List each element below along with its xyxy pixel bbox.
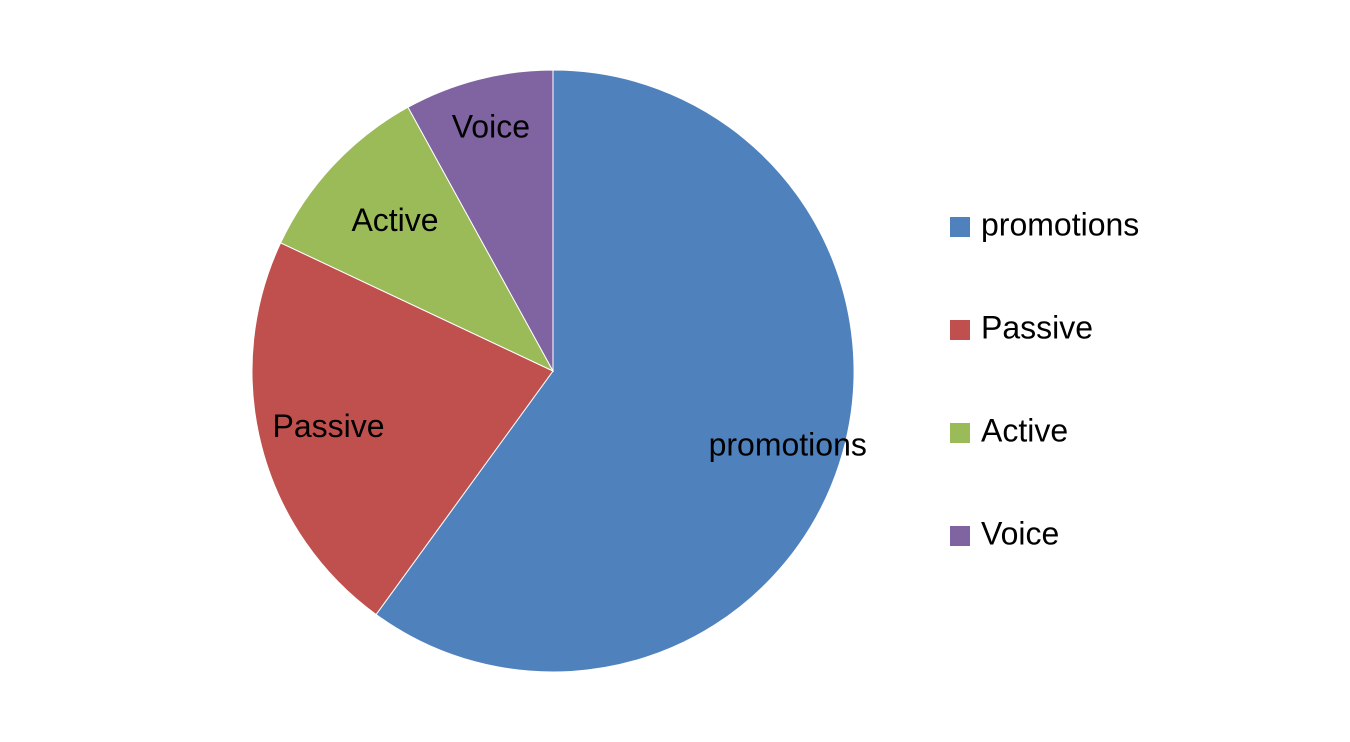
slice-label-voice: Voice [452,108,530,144]
legend-swatch-active [950,423,970,443]
legend-swatch-voice [950,526,970,546]
pie-slice-active [279,106,555,373]
legend-item-passive: Passive [950,309,1093,345]
pie-slices [251,69,855,673]
legend-label-active: Active [981,412,1068,448]
slice-label-passive: Passive [272,408,384,444]
pie-slice-labels: promotions Passive Active Voice [272,108,866,462]
pie-slice-voice [407,69,554,372]
legend-label-promotions: promotions [981,206,1139,242]
legend-swatch-passive [950,320,970,340]
legend-label-voice: Voice [981,515,1059,551]
legend-item-voice: Voice [950,515,1059,551]
legend-item-promotions: promotions [950,206,1139,242]
pie-slice-promotions [375,69,855,673]
legend-swatch-promotions [950,217,970,237]
legend: promotions Passive Active Voice [950,206,1139,551]
slice-label-promotions: promotions [709,427,867,463]
legend-item-active: Active [950,412,1068,448]
legend-label-passive: Passive [981,309,1093,345]
slice-label-active: Active [351,202,438,238]
